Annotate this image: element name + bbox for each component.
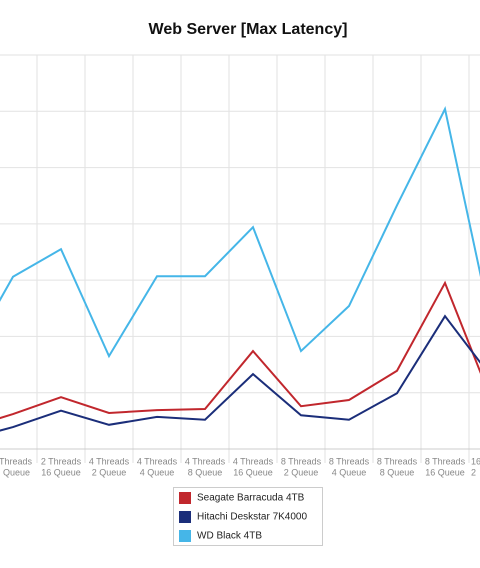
- x-tick-label: 8 Threads: [425, 456, 466, 466]
- x-tick-label: 4 Queue: [332, 467, 367, 477]
- x-tick-label: 8 Queue: [380, 467, 415, 477]
- x-tick-label: 2: [471, 467, 476, 477]
- legend-swatch: [179, 511, 191, 523]
- x-tick-label: 4 Queue: [140, 467, 175, 477]
- series-line: [0, 314, 480, 432]
- x-tick-label: 16 Queue: [41, 467, 81, 477]
- legend-swatch: [179, 492, 191, 504]
- x-tick-label: 8 Threads: [281, 456, 322, 466]
- series-line: [0, 280, 480, 420]
- x-tick-label: 16 Queue: [425, 467, 465, 477]
- legend-label: Hitachi Deskstar 7K4000: [197, 512, 307, 523]
- x-tick-label: 2 Threads: [41, 456, 82, 466]
- x-tick-label: 8 Queue: [188, 467, 223, 477]
- x-tick-label: 2 Queue: [92, 467, 127, 477]
- chart-title: Web Server [Max Latency]: [149, 21, 348, 38]
- x-tick-label: 4 Threads: [89, 456, 130, 466]
- legend-label: WD Black 4TB: [197, 531, 262, 542]
- x-tick-label: 4 Threads: [137, 456, 178, 466]
- legend-box: [173, 487, 323, 546]
- x-tick-label: Threads: [0, 456, 32, 466]
- x-tick-label: 16 Queue: [233, 467, 273, 477]
- legend-swatch: [179, 530, 191, 542]
- x-tick-label: 8 Threads: [377, 456, 418, 466]
- x-tick-label: 4 Threads: [185, 456, 226, 466]
- x-tick-label: 8 Threads: [329, 456, 370, 466]
- legend-label: Seagate Barracuda 4TB: [197, 493, 305, 504]
- series-line: [0, 106, 480, 359]
- x-tick-label: 4 Threads: [233, 456, 274, 466]
- x-tick-label: 2 Queue: [284, 467, 319, 477]
- x-tick-label: Queue: [3, 467, 30, 477]
- x-tick-label: 16: [471, 456, 480, 466]
